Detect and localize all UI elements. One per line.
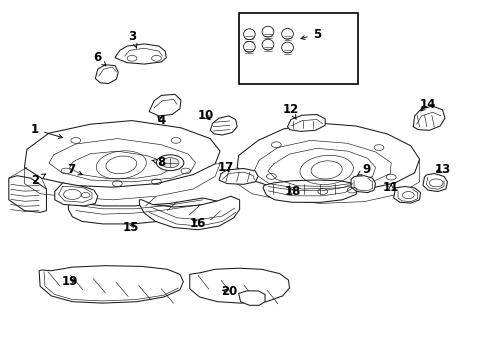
Text: 18: 18 — [284, 185, 300, 198]
Text: 19: 19 — [61, 275, 78, 288]
Polygon shape — [149, 94, 181, 116]
Ellipse shape — [262, 26, 273, 37]
Text: 3: 3 — [128, 30, 137, 48]
Polygon shape — [422, 174, 447, 192]
Polygon shape — [237, 123, 419, 193]
Ellipse shape — [243, 41, 255, 52]
Text: 8: 8 — [151, 156, 165, 169]
Text: 16: 16 — [189, 217, 206, 230]
Polygon shape — [219, 168, 258, 184]
Polygon shape — [189, 268, 289, 303]
Ellipse shape — [281, 42, 293, 53]
Polygon shape — [412, 106, 444, 130]
Text: 15: 15 — [122, 221, 139, 234]
Polygon shape — [39, 266, 183, 303]
Polygon shape — [287, 114, 325, 131]
Text: 11: 11 — [382, 181, 399, 194]
Text: 10: 10 — [197, 109, 213, 122]
Text: 2: 2 — [31, 174, 45, 186]
Ellipse shape — [156, 155, 183, 171]
Polygon shape — [115, 44, 166, 64]
Polygon shape — [263, 180, 357, 202]
Text: 4: 4 — [157, 114, 165, 127]
Text: 1: 1 — [31, 123, 62, 138]
Polygon shape — [24, 121, 220, 187]
Polygon shape — [238, 291, 264, 305]
Text: 20: 20 — [220, 285, 237, 298]
Text: 5: 5 — [300, 28, 320, 41]
FancyBboxPatch shape — [238, 13, 358, 84]
Polygon shape — [350, 176, 375, 193]
Text: 9: 9 — [357, 163, 370, 176]
Polygon shape — [393, 186, 420, 203]
Ellipse shape — [243, 29, 255, 40]
Text: 17: 17 — [217, 161, 234, 174]
Polygon shape — [9, 176, 46, 212]
Text: 14: 14 — [419, 98, 435, 111]
Text: 6: 6 — [94, 51, 106, 66]
Ellipse shape — [262, 39, 273, 50]
Polygon shape — [68, 198, 219, 224]
Ellipse shape — [161, 158, 179, 168]
Polygon shape — [95, 65, 118, 84]
Text: 7: 7 — [67, 163, 82, 176]
Polygon shape — [210, 116, 237, 135]
Ellipse shape — [281, 28, 293, 39]
Text: 12: 12 — [282, 103, 299, 119]
Text: 13: 13 — [433, 163, 450, 176]
Polygon shape — [55, 183, 98, 206]
Polygon shape — [139, 196, 239, 230]
